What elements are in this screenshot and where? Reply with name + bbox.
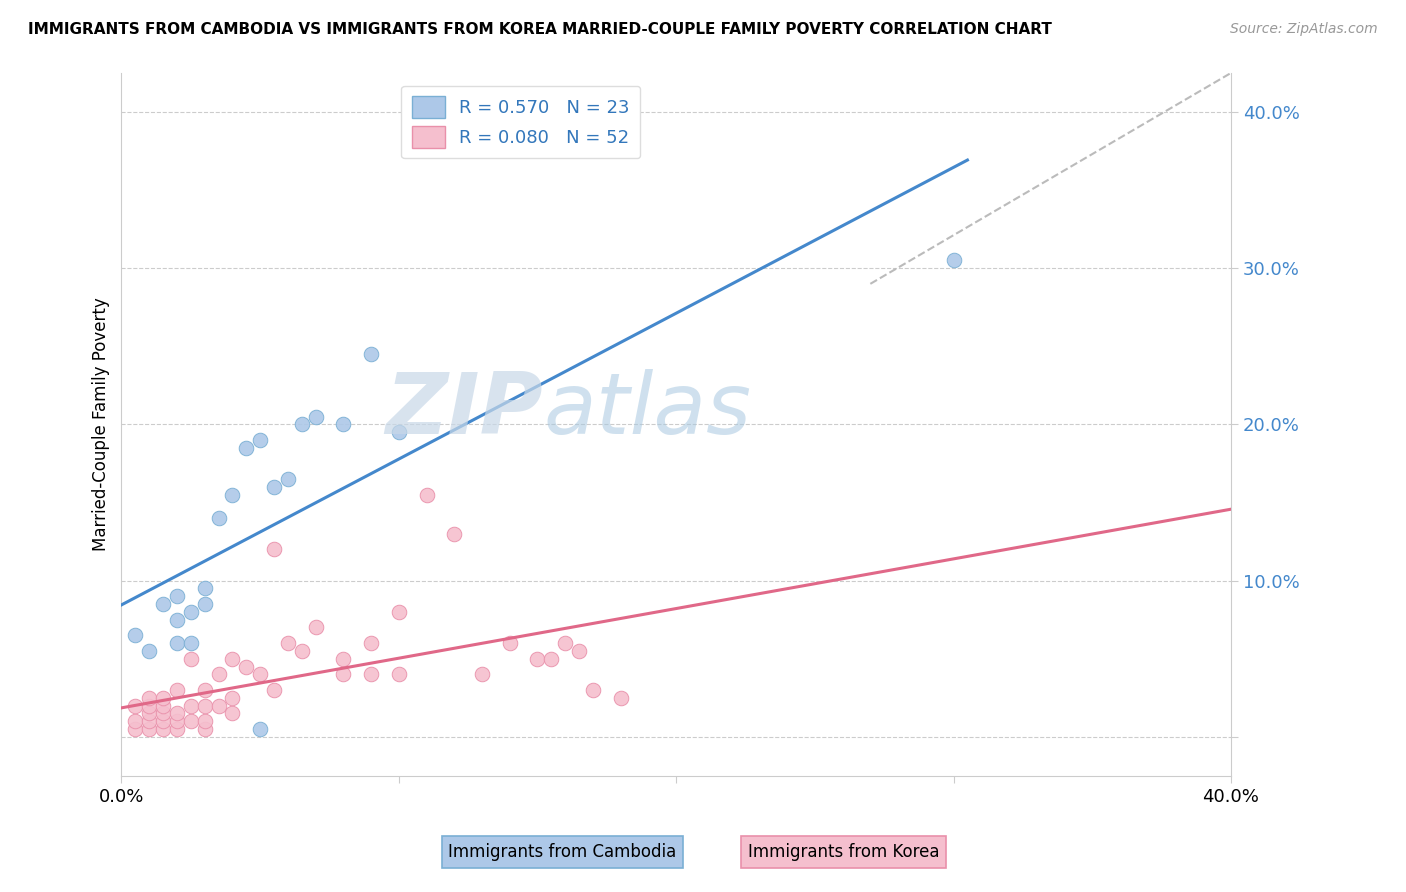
Point xyxy=(180,636,202,650)
Point xyxy=(152,690,174,705)
Point xyxy=(138,690,160,705)
Point xyxy=(540,651,562,665)
Point xyxy=(180,605,202,619)
Point xyxy=(152,597,174,611)
Point xyxy=(221,651,243,665)
Text: ZIP: ZIP xyxy=(385,369,543,452)
Point xyxy=(332,417,354,432)
Point xyxy=(609,690,631,705)
Point xyxy=(194,682,217,697)
Point xyxy=(360,636,382,650)
Point xyxy=(443,526,465,541)
Point xyxy=(415,488,437,502)
Point xyxy=(249,433,271,447)
Point xyxy=(221,706,243,721)
Text: Immigrants from Cambodia: Immigrants from Cambodia xyxy=(449,843,676,861)
Legend: R = 0.570   N = 23, R = 0.080   N = 52: R = 0.570 N = 23, R = 0.080 N = 52 xyxy=(401,86,640,159)
Point xyxy=(124,698,146,713)
Point xyxy=(554,636,576,650)
Point xyxy=(166,589,188,603)
Point xyxy=(471,667,494,681)
Point xyxy=(166,722,188,736)
Point xyxy=(263,542,285,557)
Point xyxy=(249,667,271,681)
Point xyxy=(221,690,243,705)
Point xyxy=(166,714,188,728)
Y-axis label: Married-Couple Family Poverty: Married-Couple Family Poverty xyxy=(93,298,110,551)
Point xyxy=(194,582,217,596)
Point xyxy=(582,682,605,697)
Point xyxy=(332,667,354,681)
Point xyxy=(152,706,174,721)
Point xyxy=(388,605,411,619)
Point xyxy=(388,425,411,440)
Text: Immigrants from Korea: Immigrants from Korea xyxy=(748,843,939,861)
Point xyxy=(332,651,354,665)
Point xyxy=(180,698,202,713)
Point xyxy=(138,706,160,721)
Point xyxy=(360,667,382,681)
Point xyxy=(194,714,217,728)
Point xyxy=(166,613,188,627)
Point xyxy=(194,722,217,736)
Point xyxy=(124,628,146,642)
Point xyxy=(138,644,160,658)
Point xyxy=(166,636,188,650)
Point xyxy=(277,636,299,650)
Point xyxy=(138,714,160,728)
Point xyxy=(138,698,160,713)
Point xyxy=(152,698,174,713)
Point xyxy=(194,698,217,713)
Text: Source: ZipAtlas.com: Source: ZipAtlas.com xyxy=(1230,22,1378,37)
Point xyxy=(166,706,188,721)
Point xyxy=(207,667,229,681)
Point xyxy=(207,511,229,525)
Point xyxy=(166,682,188,697)
Point xyxy=(263,480,285,494)
Point xyxy=(180,714,202,728)
Point xyxy=(249,722,271,736)
Point xyxy=(277,472,299,486)
Point xyxy=(152,714,174,728)
Point xyxy=(499,636,522,650)
Point xyxy=(124,722,146,736)
Point xyxy=(180,651,202,665)
Point xyxy=(388,667,411,681)
Point xyxy=(304,620,326,634)
Point xyxy=(152,722,174,736)
Point xyxy=(291,644,314,658)
Point xyxy=(124,714,146,728)
Point xyxy=(568,644,591,658)
Point xyxy=(526,651,548,665)
Point xyxy=(263,682,285,697)
Point xyxy=(235,441,257,455)
Point xyxy=(138,722,160,736)
Point xyxy=(360,347,382,361)
Point xyxy=(194,597,217,611)
Point xyxy=(207,698,229,713)
Text: IMMIGRANTS FROM CAMBODIA VS IMMIGRANTS FROM KOREA MARRIED-COUPLE FAMILY POVERTY : IMMIGRANTS FROM CAMBODIA VS IMMIGRANTS F… xyxy=(28,22,1052,37)
Point xyxy=(291,417,314,432)
Point xyxy=(304,409,326,424)
Point xyxy=(221,488,243,502)
Point xyxy=(235,659,257,673)
Text: atlas: atlas xyxy=(543,369,751,452)
Point xyxy=(942,253,965,268)
